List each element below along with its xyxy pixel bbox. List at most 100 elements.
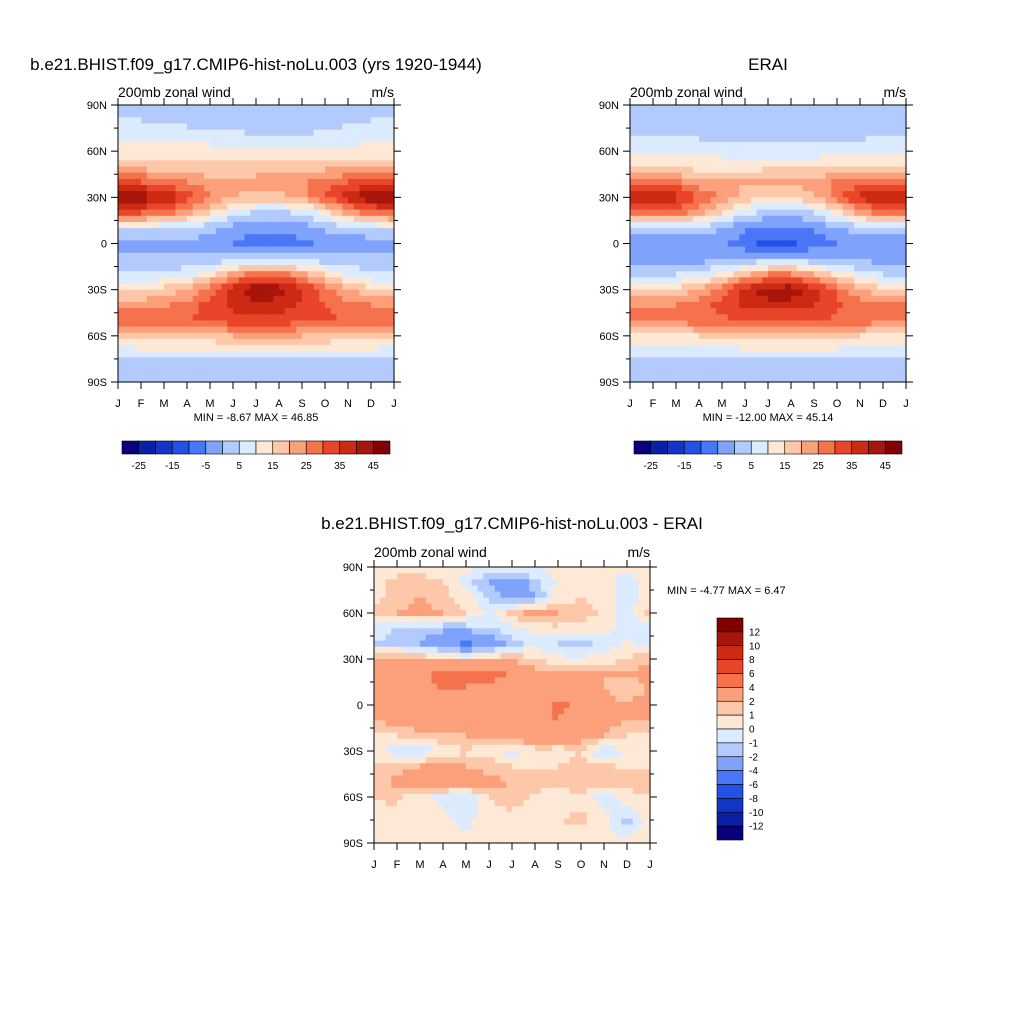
field-cell — [164, 191, 171, 198]
field-cell — [353, 326, 361, 334]
colorbar-swatch — [884, 440, 903, 455]
field-cell — [382, 178, 389, 186]
field-cell — [198, 197, 205, 205]
field-cell — [267, 135, 274, 143]
field-cell — [716, 185, 723, 192]
field-cell — [454, 622, 461, 629]
field-cell — [371, 240, 378, 248]
field-cell — [175, 301, 182, 309]
field-cell — [359, 271, 366, 278]
field-cell — [141, 363, 148, 371]
field-cell — [802, 301, 809, 309]
field-cell — [164, 338, 171, 346]
field-cell — [670, 320, 677, 328]
field-cell — [653, 375, 660, 383]
field-cell — [227, 141, 234, 149]
field-cell — [388, 338, 395, 346]
field-cell — [273, 141, 280, 149]
field-cell — [181, 295, 188, 303]
field-cell — [141, 203, 148, 211]
field-cell — [238, 363, 246, 371]
field-cell — [284, 111, 292, 118]
field-cell — [302, 141, 309, 149]
field-cell — [825, 135, 832, 143]
field-cell — [210, 375, 217, 383]
field-cell — [279, 203, 286, 211]
field-cell — [768, 191, 775, 198]
x-tick-label: A — [787, 398, 795, 410]
field-cell — [773, 111, 781, 118]
field-cell — [175, 129, 182, 137]
field-cell — [756, 345, 763, 352]
field-cell — [877, 221, 884, 229]
field-cell — [779, 160, 786, 168]
field-cell — [192, 228, 200, 235]
field-cell — [302, 148, 309, 155]
colorbar-label: 25 — [301, 461, 313, 472]
field-cell — [658, 154, 666, 161]
field-cell — [808, 154, 815, 161]
field-cell — [210, 277, 217, 285]
field-cell — [865, 271, 873, 278]
field-cell — [123, 338, 131, 346]
field-cell — [837, 111, 844, 118]
field-cell — [279, 160, 286, 168]
field-cell — [261, 246, 269, 254]
field-cell — [653, 228, 660, 235]
field-cell — [756, 160, 763, 168]
field-cell — [762, 203, 769, 211]
field-cell — [379, 597, 387, 605]
field-cell — [860, 246, 867, 254]
field-cell — [374, 597, 381, 605]
field-cell — [791, 154, 798, 161]
field-cell — [169, 172, 177, 180]
field-cell — [693, 320, 700, 328]
field-cell — [819, 221, 827, 229]
field-cell — [848, 154, 855, 161]
field-cell — [319, 178, 326, 186]
field-cell — [164, 209, 171, 217]
field-cell — [141, 320, 148, 328]
field-cell — [641, 258, 648, 266]
field-cell — [670, 197, 677, 205]
field-cell — [123, 369, 131, 377]
field-cell — [448, 591, 456, 599]
field-cell — [676, 166, 683, 174]
field-cell — [877, 209, 884, 217]
field-cell — [756, 363, 763, 371]
field-cell — [796, 320, 804, 328]
field-cell — [900, 345, 907, 352]
field-cell — [187, 320, 194, 328]
field-cell — [267, 209, 274, 217]
field-cell — [414, 567, 421, 574]
field-cell — [517, 603, 525, 611]
field-cell — [860, 265, 867, 272]
field-cell — [865, 166, 873, 174]
field-cell — [785, 141, 792, 149]
field-cell — [198, 148, 205, 155]
field-cell — [762, 215, 769, 223]
field-cell — [733, 338, 740, 346]
field-cell — [388, 228, 395, 235]
field-cell — [158, 129, 165, 137]
field-cell — [586, 597, 594, 605]
field-cell — [267, 258, 274, 266]
field-cell — [670, 314, 677, 322]
field-cell — [141, 357, 148, 365]
colorbar-swatch — [817, 440, 836, 455]
field-cell — [762, 277, 769, 285]
field-cell — [244, 141, 251, 149]
field-cell — [319, 209, 326, 217]
field-cell — [664, 345, 671, 352]
field-cell — [284, 160, 292, 168]
field-cell — [687, 326, 694, 334]
field-cell — [135, 320, 142, 328]
field-cell — [693, 277, 700, 285]
field-cell — [227, 154, 234, 161]
field-cell — [359, 345, 366, 352]
field-cell — [376, 258, 384, 266]
field-cell — [894, 215, 901, 223]
field-cell — [831, 351, 838, 358]
field-cell — [325, 117, 332, 125]
field-cell — [192, 332, 200, 340]
